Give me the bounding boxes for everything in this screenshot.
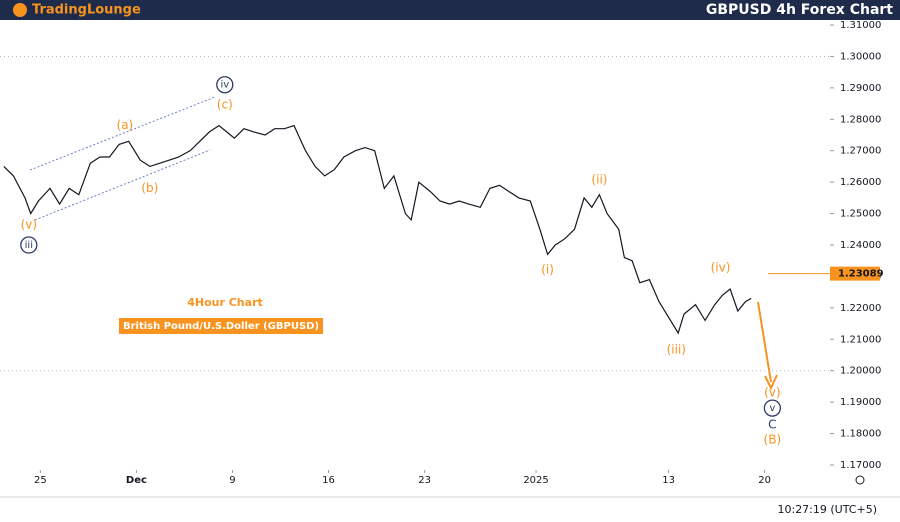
wave-label: iv: [220, 80, 229, 91]
y-tick-label: 1.20000: [840, 366, 881, 377]
arrow: [757, 301, 772, 383]
wave-label: iii: [25, 240, 33, 251]
wave-label: (iii): [667, 342, 686, 356]
x-tick-label: Dec: [126, 475, 147, 486]
settings-icon[interactable]: [855, 475, 865, 485]
wave-label: (i): [541, 263, 554, 277]
x-tick-label: 20: [758, 475, 771, 486]
y-tick-label: 1.21000: [840, 334, 881, 345]
y-tick-label: 1.27000: [840, 146, 881, 157]
x-tick-label: 16: [322, 475, 335, 486]
current-price-label: 1.23089: [838, 269, 884, 280]
subtitle: 4Hour Chart: [187, 296, 263, 309]
x-tick-label: 2025: [523, 475, 548, 486]
y-tick-label: 1.25000: [840, 209, 881, 220]
wave-label: (v): [764, 386, 780, 400]
wave-circle: [216, 76, 234, 94]
wave-label: (ii): [591, 172, 607, 186]
y-tick-label: 1.22000: [840, 303, 881, 314]
wave-label: (B): [764, 432, 782, 446]
wave-label: (iv): [711, 260, 731, 274]
label-box-text: British Pound/U.S.Doller (GBPUSD): [123, 321, 319, 332]
x-tick-label: 9: [229, 475, 235, 486]
x-tick-label: 13: [662, 475, 675, 486]
y-tick-label: 1.19000: [840, 397, 881, 408]
current-price-box: [830, 266, 880, 281]
y-tick-label: 1.17000: [840, 460, 881, 471]
channel-line: [34, 149, 211, 221]
wave-label: C: [768, 418, 776, 432]
logo-icon: [13, 3, 27, 17]
y-tick-label: 1.18000: [840, 429, 881, 440]
wave-label: (b): [141, 181, 158, 195]
price-line: [3, 124, 752, 335]
x-tick-label: 25: [34, 475, 47, 486]
y-tick-label: 1.31000: [840, 20, 881, 31]
wave-label: (c): [217, 98, 233, 112]
arrow-head: [764, 374, 778, 391]
wave-label: (v): [21, 217, 37, 231]
channel-line: [29, 96, 216, 171]
y-tick-label: 1.28000: [840, 114, 881, 125]
x-tick-label: 23: [418, 475, 431, 486]
header-bar: [0, 0, 900, 20]
wave-label: v: [769, 403, 775, 414]
wave-label: (a): [117, 118, 134, 132]
clock: 10:27:19 (UTC+5): [777, 503, 877, 516]
label-box: [119, 318, 323, 334]
y-tick-label: 1.29000: [840, 83, 881, 94]
wave-circle: [763, 399, 782, 417]
y-tick-label: 1.30000: [840, 51, 881, 62]
y-tick-label: 1.26000: [840, 177, 881, 188]
chart-title: GBPUSD 4h Forex Chart: [706, 2, 893, 18]
y-tick-label: 1.24000: [840, 240, 881, 251]
logo: TradingLounge: [32, 3, 141, 18]
wave-circle: [20, 236, 38, 254]
